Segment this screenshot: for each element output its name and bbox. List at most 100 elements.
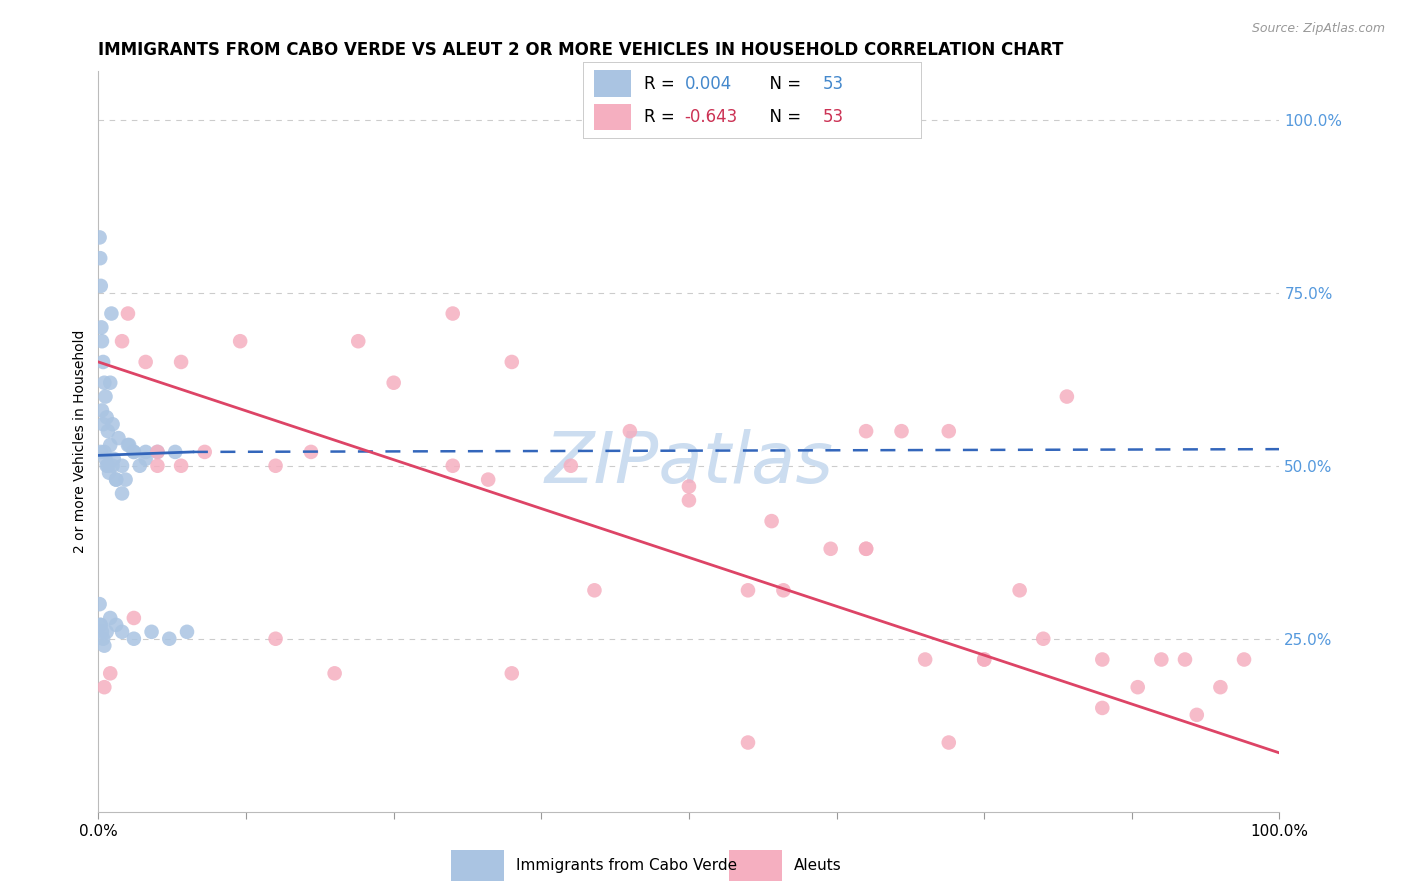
Point — [91, 355, 114, 369]
Point — [111, 624, 134, 639]
Point — [1091, 701, 1114, 715]
Point — [90, 320, 112, 334]
Point — [890, 424, 912, 438]
Point — [103, 451, 125, 466]
Point — [583, 583, 606, 598]
Point — [91, 417, 114, 432]
Point — [128, 458, 150, 473]
Point — [93, 376, 115, 390]
Point — [264, 458, 287, 473]
Point — [97, 458, 120, 473]
Point — [117, 306, 139, 320]
Point — [135, 445, 157, 459]
Point — [122, 445, 145, 459]
Point — [118, 438, 141, 452]
Point — [737, 583, 759, 598]
Point — [1008, 583, 1031, 598]
Point — [501, 666, 523, 681]
Point — [122, 445, 145, 459]
Point — [323, 666, 346, 681]
Point — [122, 611, 145, 625]
Point — [105, 473, 128, 487]
Point — [96, 410, 118, 425]
Point — [117, 438, 139, 452]
Point — [96, 458, 118, 473]
Point — [165, 445, 187, 459]
Point — [299, 445, 322, 459]
Point — [122, 632, 145, 646]
Point — [1126, 680, 1149, 694]
Point — [560, 458, 582, 473]
Point — [96, 624, 118, 639]
Point — [1091, 652, 1114, 666]
Point — [135, 355, 157, 369]
Point — [98, 376, 121, 390]
Point — [94, 390, 117, 404]
Point — [157, 632, 180, 646]
Point — [89, 251, 111, 265]
Point — [91, 624, 114, 639]
Text: 53: 53 — [823, 75, 844, 93]
Text: Immigrants from Cabo Verde: Immigrants from Cabo Verde — [516, 858, 737, 872]
Point — [111, 458, 134, 473]
Text: Source: ZipAtlas.com: Source: ZipAtlas.com — [1251, 22, 1385, 36]
Point — [89, 618, 111, 632]
Point — [90, 445, 112, 459]
Point — [91, 632, 114, 646]
Point — [855, 424, 877, 438]
Point — [1209, 680, 1232, 694]
Point — [146, 445, 169, 459]
Point — [938, 424, 960, 438]
Point — [101, 458, 124, 473]
Point — [1056, 390, 1078, 404]
Point — [146, 458, 169, 473]
Point — [441, 306, 464, 320]
Text: 0.004: 0.004 — [685, 75, 733, 93]
Text: -0.643: -0.643 — [685, 108, 738, 126]
Point — [194, 445, 217, 459]
Text: ZIPatlas: ZIPatlas — [544, 429, 834, 499]
Point — [90, 278, 112, 293]
Point — [176, 624, 198, 639]
Point — [1032, 632, 1054, 646]
Point — [761, 514, 783, 528]
Text: 53: 53 — [823, 108, 844, 126]
Text: IMMIGRANTS FROM CABO VERDE VS ALEUT 2 OR MORE VEHICLES IN HOUSEHOLD CORRELATION : IMMIGRANTS FROM CABO VERDE VS ALEUT 2 OR… — [98, 41, 1064, 59]
Point — [135, 451, 157, 466]
Bar — [728, 849, 782, 881]
Point — [90, 618, 112, 632]
Point — [441, 458, 464, 473]
Point — [619, 424, 641, 438]
Point — [1185, 707, 1208, 722]
Text: N =: N = — [759, 108, 806, 126]
Point — [1150, 652, 1173, 666]
Point — [93, 639, 115, 653]
Point — [678, 479, 700, 493]
Point — [1233, 652, 1256, 666]
Text: R =: R = — [644, 75, 681, 93]
Bar — [451, 849, 505, 881]
Point — [170, 458, 193, 473]
Point — [93, 445, 115, 459]
Point — [91, 403, 114, 417]
Point — [382, 376, 405, 390]
Point — [914, 652, 936, 666]
Point — [114, 473, 136, 487]
Point — [973, 652, 995, 666]
Point — [97, 424, 120, 438]
Point — [938, 735, 960, 749]
Y-axis label: 2 or more Vehicles in Household: 2 or more Vehicles in Household — [73, 330, 87, 553]
Point — [98, 438, 121, 452]
Point — [141, 624, 163, 639]
Point — [107, 431, 129, 445]
Point — [264, 632, 287, 646]
Point — [501, 355, 523, 369]
Point — [820, 541, 842, 556]
Point — [229, 334, 252, 349]
Point — [101, 417, 124, 432]
Bar — [593, 70, 631, 97]
Point — [105, 473, 128, 487]
Point — [855, 541, 877, 556]
Point — [111, 334, 134, 349]
Bar — [593, 103, 631, 130]
